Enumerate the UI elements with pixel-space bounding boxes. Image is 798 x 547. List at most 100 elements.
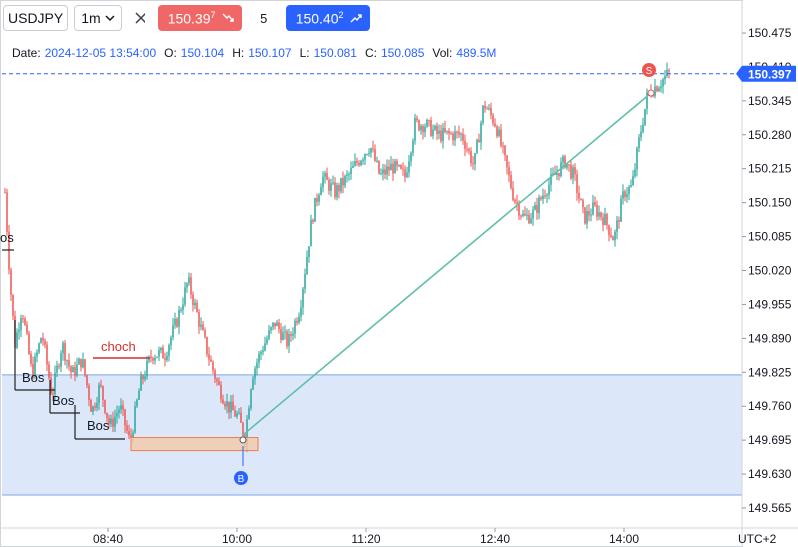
candle-body xyxy=(46,344,48,365)
candle-body xyxy=(368,152,370,155)
candle-body xyxy=(542,195,544,200)
close-button[interactable] xyxy=(127,5,152,31)
sell-button[interactable]: 150.397 xyxy=(157,5,242,31)
candle-body xyxy=(444,128,446,133)
candle-body xyxy=(494,123,496,127)
candle-body xyxy=(580,198,582,201)
candle-body xyxy=(600,212,602,218)
candle-body xyxy=(604,214,606,225)
symbol-button[interactable]: USDJPY xyxy=(3,5,69,31)
candle-body xyxy=(58,365,60,367)
candle-body xyxy=(136,399,138,407)
candle-body xyxy=(608,225,610,235)
candle-body xyxy=(548,184,550,196)
candle-body xyxy=(302,288,304,308)
legend-high-value: 150.107 xyxy=(248,46,292,60)
candle-body xyxy=(590,214,592,216)
candle-body xyxy=(512,188,514,200)
current-price-tag xyxy=(736,65,796,82)
candle-body xyxy=(170,337,172,346)
candle-body xyxy=(586,210,588,224)
price-tick-label: 150.215 xyxy=(748,162,792,176)
candle-body xyxy=(558,172,560,177)
candle-body xyxy=(618,220,620,222)
trend-line-end-handle xyxy=(647,89,655,97)
candle-body xyxy=(42,338,44,341)
candle-body xyxy=(270,327,272,331)
buy-button[interactable]: 150.402 xyxy=(285,5,370,31)
candle-body xyxy=(472,163,474,165)
candle-body xyxy=(314,197,316,222)
candle-body xyxy=(68,360,70,367)
candle-body xyxy=(440,130,442,142)
candle-body xyxy=(74,367,76,376)
candle-body xyxy=(150,356,152,358)
candle-body xyxy=(656,86,658,92)
candle-body xyxy=(106,412,108,418)
candle-body xyxy=(250,389,252,409)
candle-body xyxy=(484,105,486,109)
candle-body xyxy=(662,79,664,87)
candle-body xyxy=(222,399,224,404)
candle-body xyxy=(502,145,504,147)
candle-body xyxy=(584,207,586,224)
candle-body xyxy=(532,209,534,219)
candle-body xyxy=(112,418,114,427)
bos-3-label: Bos xyxy=(87,418,110,433)
buy-price-sup: 2 xyxy=(338,9,344,20)
candle-body xyxy=(598,212,600,217)
candle-body xyxy=(298,316,300,323)
candle-body xyxy=(588,210,590,216)
candle-body xyxy=(634,169,636,177)
candle-body xyxy=(614,231,616,241)
candle-body xyxy=(644,108,646,125)
candle-body xyxy=(40,338,42,344)
candle-body xyxy=(94,406,96,408)
candle-body xyxy=(242,422,244,436)
legend-open-label: O: xyxy=(164,46,177,60)
candle-body xyxy=(194,302,196,306)
candle-body xyxy=(322,176,324,188)
candle-body xyxy=(408,161,410,173)
trend-line xyxy=(242,92,652,436)
candle-body xyxy=(480,122,482,143)
price-tick-label: 150.475 xyxy=(748,26,792,40)
candle-body xyxy=(138,390,140,400)
candle-body xyxy=(370,148,372,153)
price-tick-label: 149.955 xyxy=(748,297,792,311)
price-tick-label: 150.150 xyxy=(748,196,792,210)
candle-body xyxy=(568,164,570,166)
candle-body xyxy=(312,219,314,222)
candle-body xyxy=(224,403,226,407)
interval-select[interactable]: 1m xyxy=(74,5,122,31)
candle-body xyxy=(144,376,146,380)
candle-body xyxy=(464,140,466,149)
candle-body xyxy=(432,129,434,136)
candle-body xyxy=(158,350,160,357)
candle-body xyxy=(274,322,276,327)
candle-body xyxy=(226,401,228,407)
candle-body xyxy=(48,364,50,378)
candle-body xyxy=(264,343,266,351)
candle-body xyxy=(258,353,260,363)
candle-body xyxy=(602,217,604,225)
buy-price: 150.40 xyxy=(295,10,339,27)
candle-body xyxy=(268,330,270,339)
candle-body xyxy=(394,160,396,174)
timezone-label: UTC+2 xyxy=(738,532,777,546)
candle-body xyxy=(626,193,628,198)
candle-body xyxy=(658,88,660,92)
candle-body xyxy=(552,173,554,175)
candle-body xyxy=(500,129,502,146)
candle-body xyxy=(332,182,334,184)
symbol-label: USDJPY xyxy=(8,10,64,26)
spread-value: 5 xyxy=(260,10,268,26)
candle-body xyxy=(638,137,640,148)
candle-body xyxy=(200,324,202,327)
candle-body xyxy=(236,413,238,417)
candle-body xyxy=(564,156,566,168)
candle-body xyxy=(296,320,298,323)
legend-low-label: L: xyxy=(299,46,310,60)
candle-body xyxy=(360,161,362,166)
